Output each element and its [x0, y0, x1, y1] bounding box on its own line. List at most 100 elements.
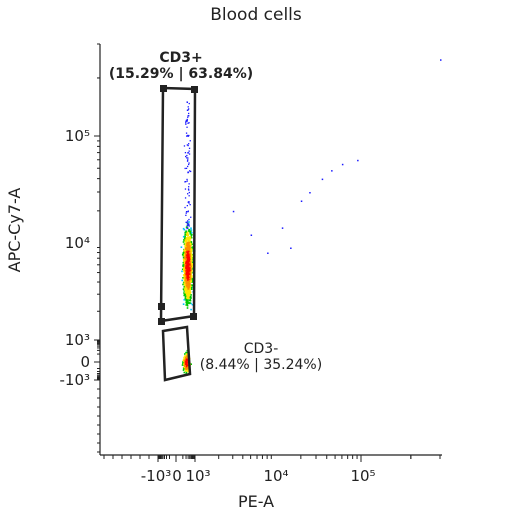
event-point: [182, 277, 184, 279]
event-point: [183, 360, 185, 363]
event-point: [184, 181, 186, 183]
event-point: [182, 283, 184, 286]
event-point: [187, 289, 190, 292]
event-point: [185, 282, 188, 285]
event-point: [187, 211, 189, 213]
gate-handle[interactable]: [158, 318, 165, 325]
event-point: [300, 200, 303, 202]
event-point: [331, 170, 333, 172]
event-point: [182, 265, 184, 268]
event-point: [190, 235, 193, 237]
event-point: [184, 264, 186, 266]
event-point: [183, 371, 186, 374]
event-point: [185, 284, 188, 287]
event-point: [189, 281, 192, 283]
event-point: [187, 287, 190, 290]
event-point: [188, 286, 190, 288]
event-point: [190, 251, 192, 254]
event-point: [186, 109, 189, 111]
event-point: [187, 239, 190, 241]
event-point: [185, 278, 187, 281]
event-point: [184, 292, 187, 294]
gate-cd3-plus[interactable]: CD3+ (15.29% | 63.84%): [109, 50, 253, 325]
event-point: [189, 299, 192, 302]
event-point: [187, 220, 189, 222]
event-point: [183, 282, 186, 284]
event-point: [187, 291, 189, 294]
gate-handle[interactable]: [158, 303, 165, 310]
gate-handle[interactable]: [160, 85, 167, 92]
event-point: [186, 225, 188, 227]
event-point: [182, 252, 184, 254]
event-point: [188, 277, 191, 280]
event-point: [188, 293, 191, 295]
event-point: [183, 366, 186, 369]
event-point: [187, 298, 189, 300]
event-points: [180, 59, 442, 375]
event-point: [190, 227, 192, 229]
event-point: [185, 241, 188, 243]
event-point: [187, 285, 189, 287]
gate-cd3-minus[interactable]: CD3- (8.44% | 35.24%): [161, 325, 322, 382]
event-point: [186, 227, 188, 230]
x-axis-tick-labels: -10³ 0 10³ 10⁴ 10⁵: [141, 467, 376, 485]
event-point: [186, 307, 189, 309]
event-point: [188, 256, 191, 259]
gate-handle[interactable]: [191, 86, 198, 93]
event-point: [185, 155, 187, 158]
event-point: [190, 294, 192, 296]
event-point: [185, 123, 187, 125]
event-point: [188, 195, 190, 197]
event-point: [185, 361, 188, 363]
event-point: [184, 287, 186, 289]
event-point: [186, 364, 189, 366]
event-point: [190, 170, 192, 173]
event-point: [186, 144, 188, 146]
event-point: [183, 228, 186, 231]
event-point: [190, 260, 192, 263]
event-point: [186, 266, 188, 268]
event-point: [187, 260, 189, 263]
event-point: [186, 355, 188, 357]
event-point: [185, 261, 188, 263]
event-point: [183, 145, 186, 147]
event-point: [188, 273, 191, 275]
event-point: [309, 192, 311, 194]
event-point: [185, 288, 188, 291]
event-point: [190, 216, 192, 218]
y-axis-minor-ticks: [94, 43, 100, 453]
event-point: [187, 201, 189, 203]
event-point: [189, 170, 191, 172]
event-point: [184, 167, 186, 170]
event-point: [186, 120, 188, 122]
event-point: [189, 289, 191, 292]
event-point: [186, 118, 188, 121]
event-point: [184, 255, 187, 258]
gate-cd3-minus-outline[interactable]: [161, 325, 192, 382]
event-point: [192, 284, 194, 287]
event-point: [186, 135, 188, 137]
event-point: [189, 237, 192, 239]
event-point: [188, 247, 191, 249]
event-point: [186, 304, 188, 306]
event-point: [191, 234, 193, 236]
event-point: [186, 160, 189, 162]
event-point: [182, 264, 185, 266]
event-point: [186, 353, 188, 355]
y-tick-label: 10⁵: [65, 127, 90, 145]
gate-handle[interactable]: [190, 313, 197, 320]
event-point: [185, 267, 188, 269]
event-point: [188, 282, 191, 284]
event-point: [183, 358, 185, 361]
x-axis: -10³ 0 10³ 10⁴ 10⁵ PE-A: [100, 454, 442, 511]
event-point: [184, 289, 186, 291]
event-point: [188, 191, 190, 194]
event-point: [185, 289, 187, 292]
event-point: [183, 356, 185, 359]
event-point: [182, 288, 185, 290]
event-point: [250, 234, 253, 236]
event-point: [185, 132, 188, 134]
event-point: [186, 262, 188, 265]
